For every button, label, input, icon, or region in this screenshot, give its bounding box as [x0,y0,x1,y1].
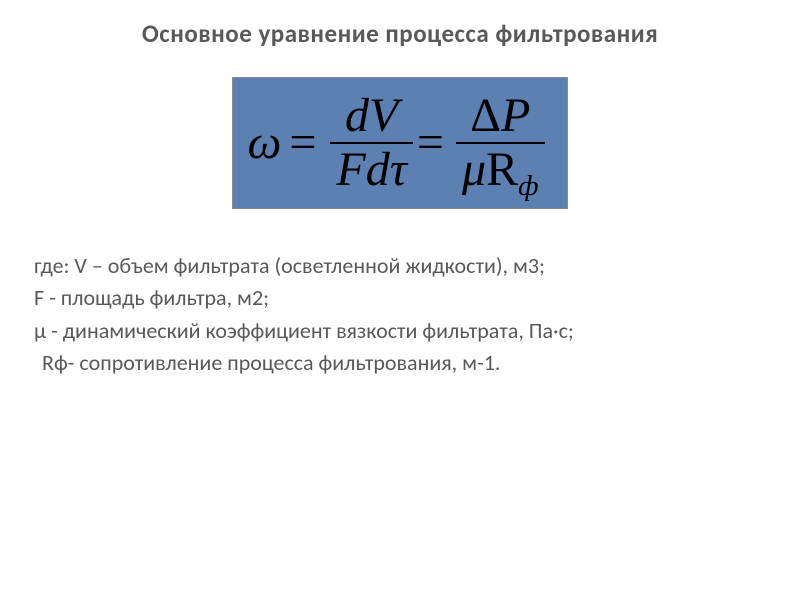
equation-container: ω = dV Fdτ = ΔP μRф [34,77,766,209]
definitions-block: где: V – объем фильтрата (осветленной жи… [34,251,766,378]
frac1-den-tau: τ [390,143,407,196]
delta-symbol: Δ [470,89,501,142]
def-area: F - площадь фильтра, м2; [34,283,766,313]
equals-sign-1: = [281,119,330,167]
mu-symbol: μ [462,143,486,196]
frac2-denominator: μRф [456,144,545,196]
def-viscosity: μ - динамический коэффициент вязкости фи… [34,316,766,346]
r-subscript: ф [518,170,538,202]
frac1-numerator: dV [339,90,404,142]
r-symbol: R [486,143,518,196]
filtration-equation: ω = dV Fdτ = ΔP μRф [232,77,567,209]
equals-sign-2: = [413,119,456,167]
slide-title: Основное уравнение процесса фильтрования [34,18,766,49]
fraction-2: ΔP μRф [456,90,545,196]
def-volume: где: V – объем фильтрата (осветленной жи… [34,251,766,281]
fraction-1: dV Fdτ [330,90,413,196]
frac1-denominator: Fdτ [330,144,413,196]
omega-symbol: ω [247,119,281,167]
frac2-numerator: ΔP [464,90,536,142]
frac1-den-fd: Fd [336,143,389,196]
p-symbol: P [501,89,530,142]
def-resistance: Rф- сопротивление процесса фильтрования,… [34,348,766,378]
